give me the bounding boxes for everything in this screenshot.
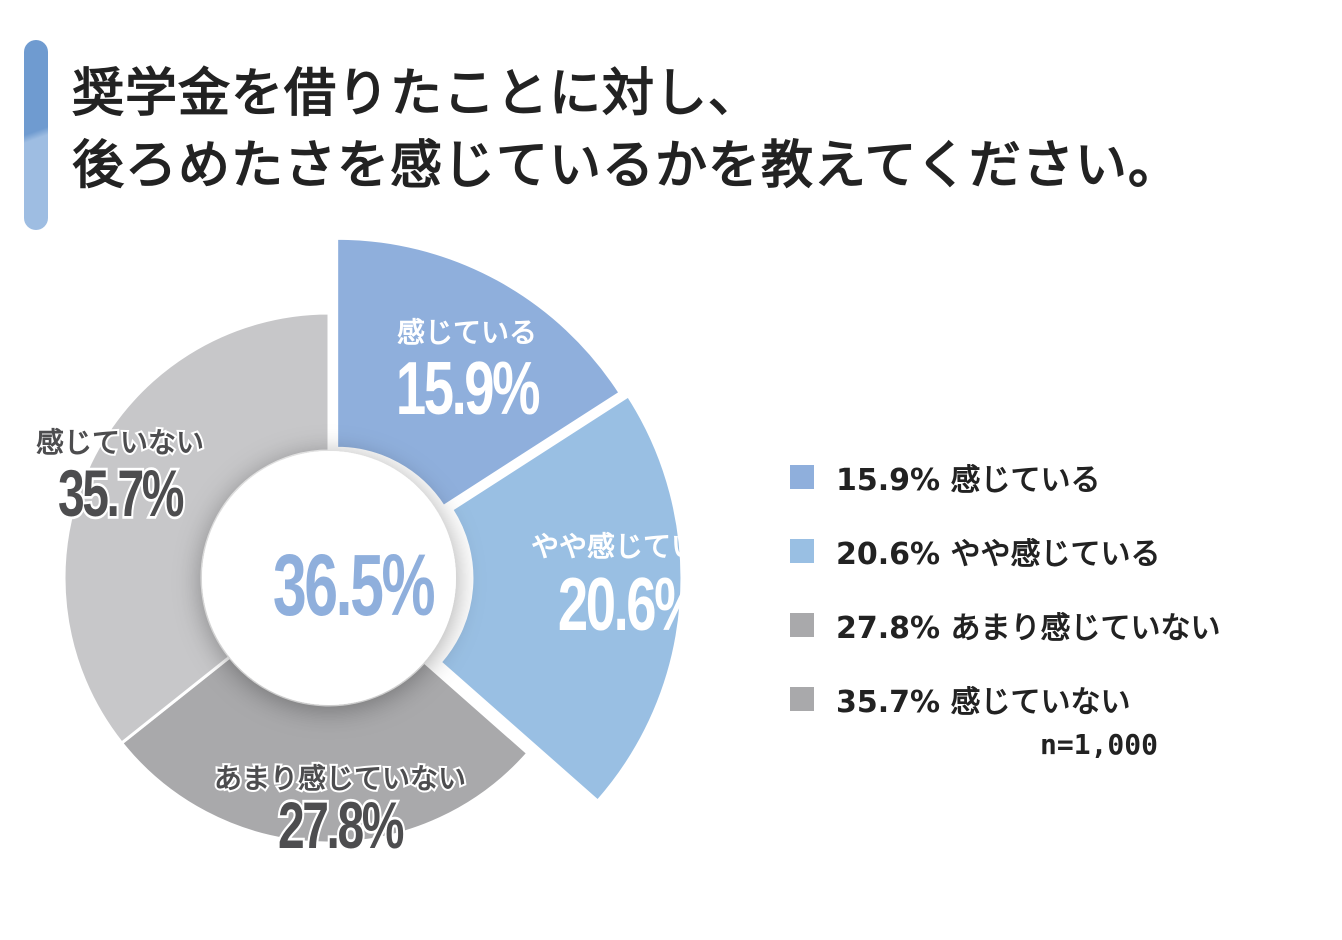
chart-slices [62,236,684,845]
slice-name-label: 感じていない [36,426,204,459]
legend-label: 20.6% やや感じている [836,537,1161,572]
legend-label: 35.7% 感じていない [836,685,1131,720]
slice-value-label: 15.9% [396,347,540,430]
legend-item: 20.6% やや感じている [790,514,1221,588]
legend-swatch [790,465,814,489]
donut-center [202,451,456,705]
slice-value-label: 27.8% [278,790,403,863]
slice-name-label: やや感じている [531,530,727,563]
legend-swatch [790,687,814,711]
legend-swatch [790,539,814,563]
center-label: 36.5% [273,536,434,634]
title-line-1: 奨学金を借りたことに対し、 [72,64,762,124]
legend-item: 15.9% 感じている [790,440,1221,514]
slice-1 [335,236,623,509]
slice-value-label: 20.6% [558,563,702,646]
title-accent-bar [24,40,48,230]
legend: 15.9% 感じている 20.6% やや感じている 27.8% あまり感じていな… [790,440,1221,736]
slice-2 [438,393,684,804]
sample-size-note: n=1,000 [1040,728,1159,761]
title-line-2: 後ろめたさを感じているかを教えてください。 [72,136,1181,196]
slice-name-label: あまり感じていない [214,762,466,795]
page-title: 奨学金を借りたことに対し、 後ろめたさを感じているかを教えてください。 [72,58,1332,202]
legend-label: 27.8% あまり感じていない [836,611,1221,646]
legend-swatch [790,613,814,637]
slice-value-label: 35.7% [58,458,183,531]
legend-item: 35.7% 感じていない [790,662,1221,736]
slice-name-label: 感じている [397,316,537,349]
legend-item: 27.8% あまり感じていない [790,588,1221,662]
legend-label: 15.9% 感じている [836,463,1101,498]
